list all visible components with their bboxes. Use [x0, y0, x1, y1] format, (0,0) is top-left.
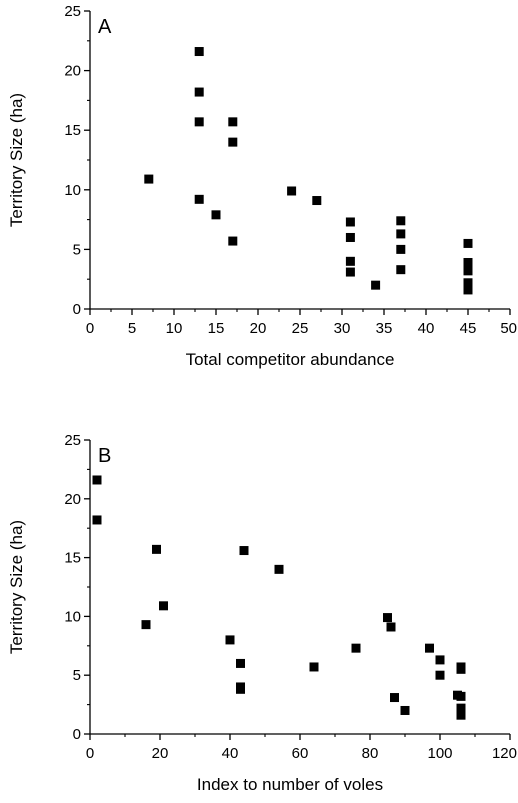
y-tick-label: 10 [64, 182, 81, 199]
y-tick-label: 25 [64, 432, 81, 449]
data-point [435, 670, 445, 680]
data-point [194, 47, 204, 57]
x-tick-label: 5 [128, 320, 136, 337]
x-tick-label: 50 [500, 320, 517, 337]
data-point [144, 174, 154, 184]
data-point [396, 265, 406, 275]
x-axis-title: Total competitor abundance [186, 350, 395, 369]
data-point [396, 244, 406, 254]
y-tick-label: 20 [64, 63, 81, 80]
y-tick-label: 0 [73, 301, 81, 318]
data-point [396, 216, 406, 226]
data-point [425, 643, 434, 653]
data-point [228, 137, 238, 147]
x-tick-label: 0 [86, 320, 94, 337]
x-tick-label: 100 [427, 745, 452, 762]
chart-panel-a: 0 5 10 15 20 25 0 5 10 15 20 25 30 35 40 45 50 Total comp… [7, 3, 517, 369]
y-axis-title: Territory Size (ha) [7, 520, 26, 654]
data-point [225, 635, 235, 645]
x-tick-label: 20 [152, 745, 169, 762]
y-tick-label: 10 [64, 608, 81, 625]
data-point [211, 210, 221, 220]
panel-label: A [98, 16, 112, 38]
data-point [463, 258, 473, 268]
data-point [141, 620, 151, 630]
y-tick-label: 15 [64, 550, 81, 567]
data-point [345, 256, 355, 266]
data-point [351, 643, 361, 653]
data-point [345, 232, 355, 242]
y-axis-title: Territory Size (ha) [7, 93, 26, 227]
data-point [228, 117, 238, 127]
data-point [194, 194, 204, 204]
x-tick-label: 40 [418, 320, 435, 337]
y-tick-label: 25 [64, 3, 81, 20]
data-point [463, 266, 473, 276]
data-point [309, 662, 319, 672]
data-point [456, 710, 466, 720]
data-point [386, 622, 396, 632]
data-point [345, 217, 355, 227]
x-tick-label: 10 [166, 320, 183, 337]
data-point [274, 564, 284, 574]
data-point [194, 87, 204, 97]
data-point [463, 278, 473, 288]
data-point [435, 655, 445, 665]
data-point [287, 186, 297, 196]
data-point [383, 613, 392, 623]
x-tick-label: 80 [362, 745, 379, 762]
x-tick-label: 120 [492, 745, 517, 762]
data-point [463, 238, 473, 248]
data-point [236, 658, 245, 668]
data-point [400, 705, 410, 715]
data-point [92, 475, 102, 485]
data-point [228, 236, 238, 246]
data-point [456, 691, 466, 701]
data-point [152, 544, 161, 554]
data-point [463, 285, 473, 295]
chart-panel-b: 0 5 10 15 20 25 0 20 40 60 80 100 120 Index to number… [7, 432, 517, 794]
y-tick-label: 5 [73, 667, 81, 684]
data-point [92, 515, 102, 525]
x-tick-label: 45 [460, 320, 477, 337]
data-point [194, 117, 204, 127]
data-point [345, 267, 355, 277]
x-axis-title: Index to number of voles [197, 775, 383, 794]
data-point [390, 693, 399, 703]
x-tick-label: 20 [250, 320, 267, 337]
data-point [396, 229, 406, 239]
data-point [239, 546, 249, 556]
y-tick-label: 15 [64, 122, 81, 139]
x-tick-label: 40 [222, 745, 239, 762]
y-tick-label: 20 [64, 491, 81, 508]
data-point [312, 196, 322, 206]
x-tick-label: 0 [86, 745, 94, 762]
data-point [371, 280, 381, 290]
x-tick-label: 30 [334, 320, 351, 337]
x-tick-label: 35 [376, 320, 393, 337]
data-point [236, 684, 245, 694]
x-tick-label: 15 [208, 320, 225, 337]
data-point [159, 601, 168, 611]
y-tick-label: 0 [73, 726, 81, 743]
data-point [456, 662, 466, 672]
y-tick-label: 5 [73, 241, 81, 258]
x-tick-label: 25 [292, 320, 309, 337]
panel-label: B [98, 445, 111, 467]
x-tick-label: 60 [292, 745, 309, 762]
data-point [456, 703, 466, 713]
